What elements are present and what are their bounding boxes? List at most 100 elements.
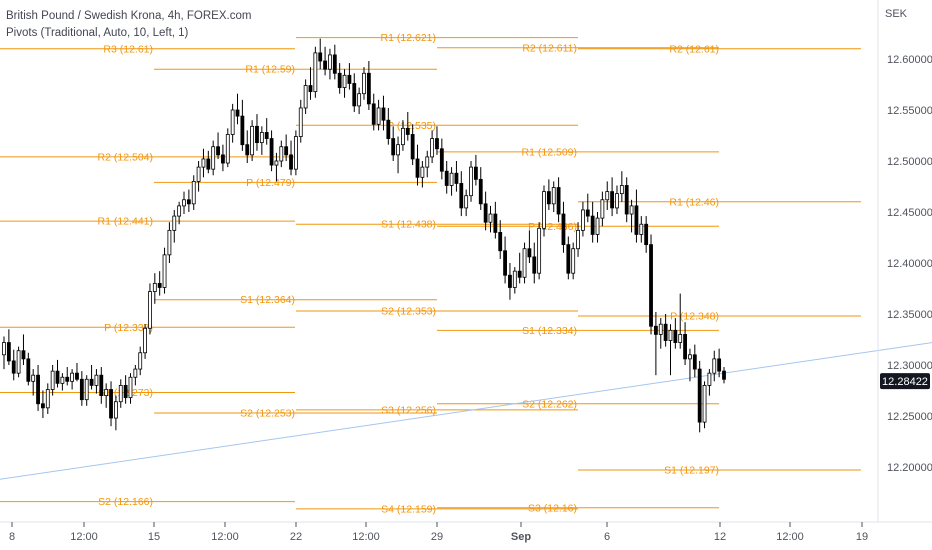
candle	[337, 63, 342, 94]
candle	[240, 99, 245, 151]
candle	[473, 154, 478, 186]
candle-body-up	[512, 270, 517, 288]
candle	[259, 126, 264, 155]
candle	[216, 132, 220, 159]
candle-body-up	[94, 374, 99, 386]
candle	[376, 99, 381, 131]
candle	[673, 318, 678, 349]
candle	[172, 209, 177, 243]
y-tick-label: 12.30000	[887, 360, 932, 372]
x-tick-label: Sep	[511, 531, 531, 543]
time-axis[interactable]: 8 12:00 15 12:00 22 12:00 29 Sep 6 12 12:00 19	[9, 522, 868, 543]
candle	[707, 369, 712, 396]
candle	[318, 38, 323, 70]
candle-body-down	[473, 166, 478, 180]
candle	[104, 383, 109, 408]
candle	[512, 267, 517, 294]
candle	[551, 181, 556, 212]
candle-body-up	[537, 227, 542, 274]
candle-body-down	[717, 358, 722, 372]
candle-body-down	[439, 148, 444, 172]
candle-body-up	[250, 125, 255, 156]
candle	[610, 177, 615, 217]
candle-body-down	[546, 191, 551, 205]
pivot-label: R2 (12.504)	[98, 151, 153, 163]
candle-body-down	[405, 127, 410, 135]
candle	[644, 216, 649, 253]
candle	[571, 242, 576, 280]
candle	[123, 375, 128, 404]
candle-body-up	[60, 376, 65, 384]
candle-body-down	[21, 350, 26, 360]
trendline-group[interactable]	[0, 342, 932, 480]
candle	[152, 273, 157, 304]
candle-body-up	[581, 209, 585, 231]
pivot-label: R1 (12.441)	[98, 216, 153, 228]
candle	[396, 136, 400, 174]
candle	[289, 140, 293, 176]
candle-body-up	[50, 370, 55, 390]
candle-body-down	[269, 138, 274, 166]
candle-body-down	[566, 244, 571, 274]
x-tick-label: 12	[714, 531, 726, 543]
candle	[522, 242, 527, 284]
candle-body-down	[415, 158, 420, 178]
candle-body-up	[313, 52, 318, 93]
pivot-label: S2 (12.353)	[381, 305, 436, 317]
candle-body-up	[259, 132, 264, 144]
candle-body-down	[508, 274, 512, 288]
x-tick-label: 15	[148, 531, 160, 543]
candle	[717, 348, 722, 378]
candle	[712, 350, 717, 382]
candle-body-up	[152, 282, 157, 292]
candle-body-up	[182, 199, 186, 207]
candle	[600, 191, 605, 227]
candle-body-up	[298, 107, 303, 137]
symbol-title[interactable]: British Pound / Swedish Krona, 4h, FOREX…	[6, 10, 252, 22]
candle	[624, 177, 629, 223]
candle-body-up	[396, 144, 400, 156]
indicator-title[interactable]: Pivots (Traditional, Auto, 10, Left, 1)	[6, 27, 189, 39]
candle-body-down	[653, 325, 658, 335]
candle	[546, 179, 551, 210]
price-axis[interactable]: 12.60000 12.55000 12.50000 12.45000 12.40000…	[887, 54, 932, 474]
candle	[303, 79, 308, 115]
candle	[663, 314, 668, 347]
candle	[298, 99, 303, 143]
candle	[590, 201, 595, 243]
candle-body-up	[143, 327, 147, 354]
candle-body-down	[337, 72, 342, 88]
last-price-value: 12.28422	[882, 376, 928, 388]
candle-body-down	[255, 125, 259, 144]
candle-body-up	[668, 329, 673, 341]
y-tick-label: 12.55000	[887, 105, 932, 117]
candle	[430, 130, 435, 164]
candle-body-up	[303, 85, 308, 109]
pivot-label: R2 (12.611)	[522, 42, 577, 54]
candle-body-down	[240, 115, 245, 146]
candle-body-up	[551, 187, 556, 205]
pivot-label: S1 (12.334)	[522, 325, 577, 337]
candle	[79, 371, 84, 406]
candle	[109, 381, 113, 427]
candle-body-up	[162, 254, 167, 288]
candle	[148, 283, 152, 335]
candle-body-up	[401, 127, 405, 146]
pivot-label: R2 (12.61)	[669, 43, 719, 55]
candle-body-up	[172, 215, 177, 231]
candle-body-up	[600, 199, 605, 219]
x-tick-label: 12:00	[70, 531, 98, 543]
candle-body-down	[610, 191, 615, 209]
candle-body-up	[420, 166, 425, 178]
candle-body-down	[386, 119, 391, 139]
candle-body-down	[36, 374, 40, 405]
candle-body-down	[206, 158, 211, 170]
x-tick-label: 6	[604, 531, 610, 543]
candle-body-down	[556, 187, 561, 215]
candle-body-down	[221, 154, 225, 164]
candle-body-down	[381, 107, 386, 121]
pivot-levels: R3 (12.61) R2 (12.504) R1 (12.441) P (12.33…	[0, 32, 861, 515]
candle-body-down	[634, 205, 639, 235]
candle-body-up	[342, 74, 347, 88]
